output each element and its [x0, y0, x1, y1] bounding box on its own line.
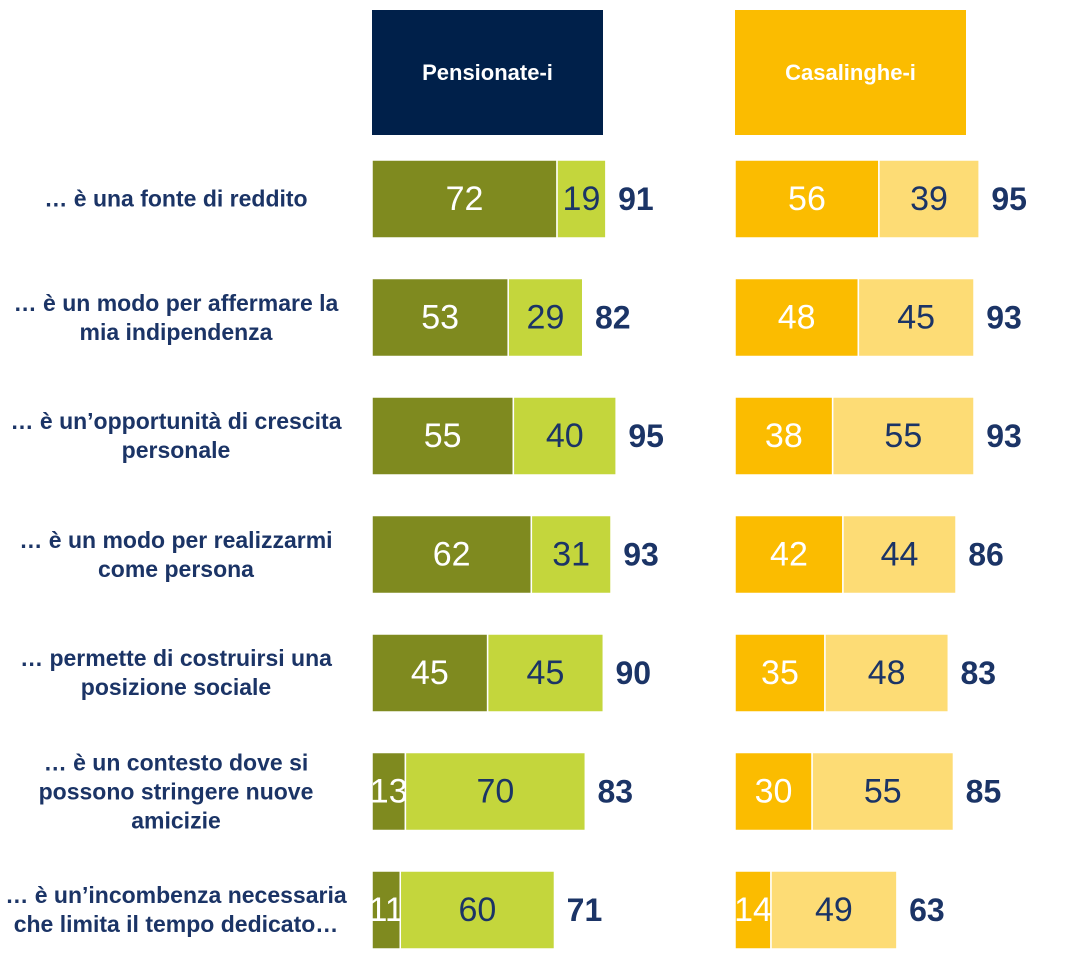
segment-label: 45: [411, 654, 449, 692]
segment-label: 48: [868, 654, 906, 692]
bar-segment: [878, 159, 980, 239]
total-label: 85: [966, 774, 1002, 810]
bar-segment: [371, 633, 489, 713]
segment-label: 42: [770, 536, 808, 574]
segment-label: 53: [421, 299, 459, 337]
bar-segment: [556, 159, 607, 239]
bar-segment: [734, 277, 860, 358]
bar-segment: [734, 514, 844, 595]
bar-segment: [371, 751, 407, 832]
segment-label: 31: [552, 536, 590, 574]
total-label: 90: [616, 655, 652, 691]
total-label: 91: [618, 181, 654, 217]
bar-segment: [371, 159, 558, 239]
bar-segment: [507, 277, 584, 358]
segment-label: 45: [527, 654, 565, 692]
segment-label: 62: [433, 536, 471, 574]
bar-segment: [404, 751, 587, 832]
total-label: 82: [595, 300, 631, 336]
total-label: 83: [961, 655, 997, 691]
panel-header: Pensionate-i: [372, 10, 603, 135]
total-label: 93: [986, 300, 1022, 336]
total-label: 83: [598, 774, 634, 810]
segment-label: 45: [897, 299, 935, 337]
segment-label: 38: [765, 417, 803, 455]
segment-label: 72: [446, 180, 484, 218]
bar-segment: [371, 396, 515, 476]
category-label: … è un’opportunità di crescita personale: [10, 408, 342, 463]
category-label: … permette di costruirsi una posizione s…: [20, 645, 332, 700]
segment-label: 14: [734, 891, 772, 929]
segment-label: 60: [458, 891, 496, 929]
segment-label: 35: [761, 654, 799, 692]
total-label: 95: [991, 181, 1027, 217]
category-label: … è una fonte di reddito: [44, 185, 308, 212]
segment-label: 13: [370, 773, 408, 811]
bar-segment: [371, 514, 533, 595]
bar-segment: [530, 514, 612, 595]
bar-segment: [371, 277, 509, 358]
total-label: 86: [968, 537, 1004, 573]
bar-segment: [512, 396, 617, 476]
segment-label: 56: [788, 180, 826, 218]
bar-segment: [486, 633, 605, 713]
category-label: … è un contesto dove si possono stringer…: [38, 749, 314, 833]
category-label: … è un’incombenza necessaria che limita …: [5, 882, 347, 937]
segment-label: 30: [755, 773, 793, 811]
segment-label: 55: [864, 773, 902, 811]
bar-segment: [831, 396, 975, 476]
total-label: 63: [909, 892, 945, 928]
bar-segment: [734, 751, 813, 832]
bar-segment: [399, 870, 556, 950]
bar-segment: [811, 751, 955, 832]
bar-segment: [371, 870, 402, 950]
total-label: 93: [623, 537, 659, 573]
segment-label: 44: [881, 536, 919, 574]
category-label: … è un modo per realizzarmi come persona: [19, 526, 333, 582]
segment-label: 48: [778, 299, 816, 337]
bar-segment: [824, 633, 950, 713]
category-label: … è un modo per affermare la mia indipen…: [13, 289, 339, 345]
bar-segment: [734, 870, 772, 950]
segment-label: 55: [424, 417, 462, 455]
total-label: 95: [628, 418, 664, 454]
bar-segment: [857, 277, 975, 358]
bar-segment: [734, 633, 826, 713]
bar-segment: [770, 870, 898, 950]
total-label: 93: [986, 418, 1022, 454]
segment-label: 29: [527, 299, 565, 337]
panel-header: Casalinghe-i: [735, 10, 966, 135]
segment-label: 49: [815, 891, 853, 929]
bar-segment: [842, 514, 957, 595]
segment-label: 39: [910, 180, 948, 218]
segment-label: 40: [546, 417, 584, 455]
segment-label: 70: [476, 773, 514, 811]
segment-label: 55: [884, 417, 922, 455]
segment-label: 11: [368, 891, 403, 929]
total-label: 71: [567, 892, 603, 928]
bar-segment: [734, 159, 880, 239]
bar-segment: [734, 396, 834, 476]
segment-label: 19: [563, 180, 601, 218]
